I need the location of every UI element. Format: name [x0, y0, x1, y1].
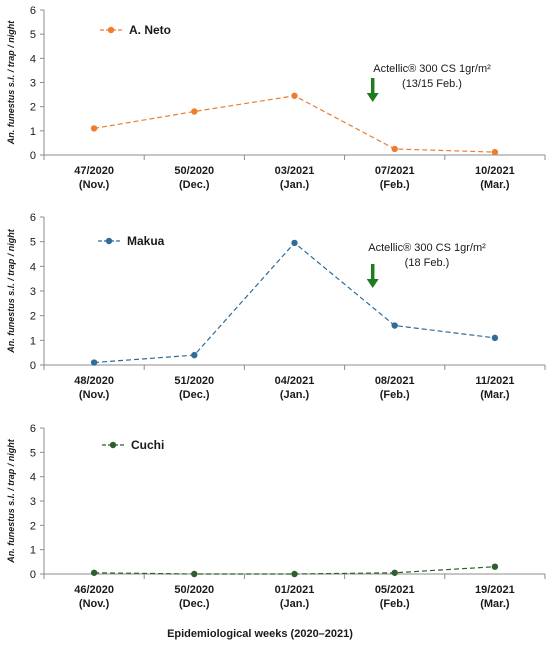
- panel-2-data-point: [491, 334, 499, 342]
- panel-3-x-tick-label: 01/2021: [275, 584, 315, 596]
- panel-3-x-tick-label: 50/2020: [174, 584, 214, 596]
- panel-1-series-line: [94, 95, 495, 153]
- panel-1-data-point: [291, 92, 298, 99]
- panel-2-x-tick-sublabel: (Mar.): [480, 389, 510, 401]
- panel-2-y-tick-label: 2: [30, 311, 36, 323]
- panel-1-x-tick-sublabel: (Dec.): [179, 179, 210, 191]
- panel-3-y-tick-label: 4: [30, 472, 36, 484]
- panel-1-x-tick-label: 10/2021: [475, 165, 515, 177]
- panel-2-y-tick-label: 5: [30, 237, 36, 249]
- panel-3-x-tick-label: 46/2020: [74, 584, 114, 596]
- panel-3-legend-label: Cuchi: [131, 438, 164, 452]
- panel-2-y-tick-label: 1: [30, 335, 36, 347]
- panel-2-y-tick-label: 3: [30, 286, 36, 298]
- panel-3-data-point: [391, 569, 398, 576]
- panel-2-y-tick-label: 6: [30, 212, 36, 224]
- panel-3-x-tick-sublabel: (Dec.): [179, 598, 210, 610]
- panel-3-y-tick-label: 2: [30, 520, 36, 532]
- panel-3-y-tick-label: 3: [30, 496, 36, 508]
- panel-2-x-tick-sublabel: (Jan.): [280, 389, 310, 401]
- panel-3-y-axis-title: An. funestus s.l. / trap / night: [6, 438, 16, 564]
- panel-2-data-point: [191, 351, 198, 359]
- panel-1-legend-marker: [107, 26, 115, 34]
- panel-3-x-tick-sublabel: (Jan.): [280, 598, 310, 610]
- panel-3-y-tick-label: 6: [30, 423, 36, 435]
- panel-2-x-tick-label: 11/2021: [475, 375, 514, 387]
- panel-3-data-point: [191, 570, 198, 578]
- panel-3-x-tick-label: 19/2021: [475, 584, 515, 596]
- panel-2-legend-marker: [105, 237, 113, 245]
- panel-1-x-tick-label: 47/2020: [74, 165, 114, 177]
- panel-1-annotation-subtext: (13/15 Feb.): [402, 78, 462, 90]
- panel-3-legend-marker: [109, 441, 117, 449]
- panel-1-y-tick-label: 1: [30, 126, 36, 138]
- panel-2-data-point: [391, 322, 398, 329]
- panel-1-x-tick-sublabel: (Feb.): [380, 179, 410, 191]
- panel-1-x-tick-label: 03/2021: [275, 165, 315, 177]
- panel-1-y-tick-label: 5: [30, 29, 36, 41]
- panel-1-data-point: [191, 108, 198, 115]
- panel-2-annotation-text: Actellic® 300 CS 1gr/m²: [368, 242, 486, 254]
- x-axis-title: Epidemiological weeks (2020–2021): [167, 628, 353, 640]
- panel-1-arrow-head: [366, 93, 379, 102]
- panel-1-annotation-text: Actellic® 300 CS 1gr/m²: [373, 63, 491, 75]
- panel-1-data-point: [491, 148, 499, 156]
- panel-3-y-tick-label: 1: [30, 545, 36, 557]
- panel-3-data-point: [90, 569, 98, 576]
- panel-1-y-tick-label: 2: [30, 102, 36, 114]
- panel-2-legend-label: Makua: [127, 234, 165, 248]
- panel-1-x-tick-sublabel: (Nov.): [79, 179, 110, 191]
- panel-1-x-tick-label: 07/2021: [375, 165, 415, 177]
- panel-3-x-tick-sublabel: (Nov.): [79, 598, 110, 610]
- panel-3-data-point: [491, 563, 499, 570]
- panel-2-data-point: [291, 239, 298, 247]
- panel-2-x-tick-label: 51/2020: [174, 375, 214, 387]
- panel-1-legend-label: A. Neto: [129, 23, 171, 37]
- panel-1-data-point: [391, 145, 398, 153]
- panel-2-x-tick-label: 08/2021: [375, 375, 415, 387]
- panel-1-y-tick-label: 3: [30, 78, 36, 90]
- panel-1-y-tick-label: 0: [30, 150, 36, 162]
- panel-2-data-point: [90, 359, 98, 366]
- panel-2-x-tick-sublabel: (Feb.): [380, 389, 410, 401]
- panel-2-x-tick-sublabel: (Dec.): [179, 389, 210, 401]
- panel-3-y-tick-label: 0: [30, 569, 36, 581]
- panel-2-y-tick-label: 4: [30, 261, 36, 273]
- panel-2-x-tick-label: 04/2021: [275, 375, 315, 387]
- panel-3-x-tick-sublabel: (Feb.): [380, 598, 410, 610]
- panel-1-y-axis-title: An. funestus s.l. / trap / night: [6, 20, 16, 146]
- panel-1-y-tick-label: 6: [30, 5, 36, 17]
- panel-2-y-axis-title: An. funestus s.l. / trap / night: [6, 228, 16, 354]
- panel-2-annotation-subtext: (18 Feb.): [405, 257, 450, 269]
- panel-1-x-tick-label: 50/2020: [174, 165, 214, 177]
- panel-2-x-tick-label: 48/2020: [74, 375, 114, 387]
- panel-3-x-tick-label: 05/2021: [375, 584, 415, 596]
- panel-3-data-point: [291, 570, 298, 578]
- panel-1-x-tick-sublabel: (Mar.): [480, 179, 510, 191]
- panel-1-y-tick-label: 4: [30, 53, 36, 65]
- panel-2-arrow-head: [366, 279, 379, 288]
- panel-2-x-tick-sublabel: (Nov.): [79, 389, 110, 401]
- panel-1-data-point: [90, 125, 98, 132]
- panel-1-x-tick-sublabel: (Jan.): [280, 179, 310, 191]
- panel-3-x-tick-sublabel: (Mar.): [480, 598, 510, 610]
- panel-3-y-tick-label: 5: [30, 447, 36, 459]
- panel-2-y-tick-label: 0: [30, 360, 36, 372]
